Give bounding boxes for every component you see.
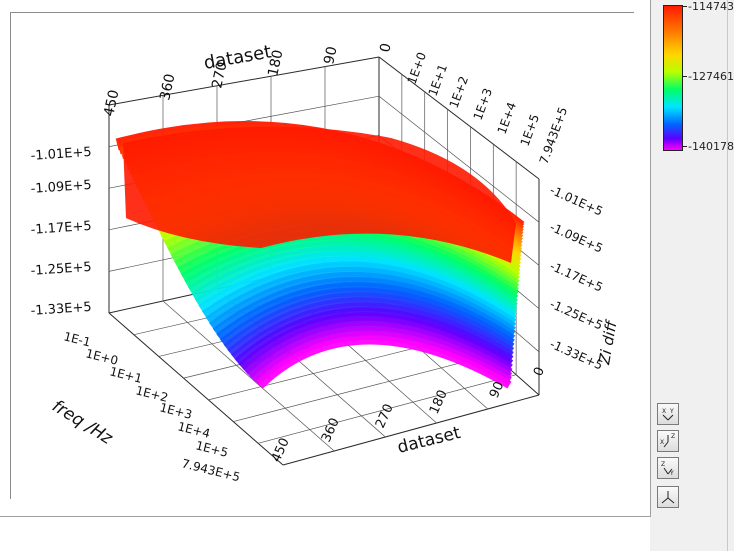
tick-dataset-top-0: 0 [377, 42, 395, 54]
tick-dataset-top-450: 450 [101, 88, 122, 117]
svg-text:X: X [662, 408, 666, 415]
surface-band [253, 331, 512, 386]
tick-freq-top-3: 1E+3 [471, 86, 495, 122]
tick-z-right-3: -1.25E+5 [548, 297, 605, 333]
colorbar-tick-mid [682, 76, 687, 77]
tick-dataset-top-360: 360 [157, 72, 178, 101]
colorbar-tick-top [682, 6, 687, 7]
tick-dataset-bottom-180: 180 [427, 388, 451, 417]
svg-text:Y: Y [669, 408, 674, 415]
panel-divider [0, 516, 650, 517]
box-edge [108, 56, 380, 106]
tick-freq-left-4: 1E+3 [158, 400, 193, 422]
surface-band [257, 336, 512, 389]
tick-freq-top-1: 1E+1 [426, 62, 450, 98]
floor-grid-line [258, 374, 517, 444]
rotate-xz-icon: XZ [660, 433, 675, 448]
surface-plot-data [115, 121, 525, 389]
axis-title-dataset-bottom: dataset [395, 423, 463, 458]
tick-dataset-top-270: 270 [209, 60, 230, 89]
tick-freq-top-5: 1E+5 [518, 112, 542, 148]
floor-grid-line [162, 300, 335, 452]
colorbar-label-min: -140178 [688, 140, 734, 153]
box-edge [282, 394, 540, 466]
surface-plot[interactable]: 450 360 270 180 90 0 dataset 1E+0 1E+1 1… [11, 13, 634, 499]
tick-freq-left-7: 7.943E+5 [180, 456, 241, 484]
tick-dataset-bottom-450: 450 [269, 436, 293, 465]
surface-top [123, 126, 516, 263]
tick-z-left-0: -1.01E+5 [30, 145, 92, 164]
tick-freq-top-6: 7.943E+5 [537, 105, 571, 166]
colorbar-label-mid: -127461 [688, 70, 734, 83]
grid-line [378, 95, 540, 223]
tick-z-right-1: -1.09E+5 [548, 220, 605, 256]
svg-text:Z: Z [661, 461, 665, 468]
side-panel-edge [727, 0, 728, 551]
tick-z-left-1: -1.09E+5 [30, 178, 92, 197]
tick-z-right-2: -1.17E+5 [548, 259, 605, 295]
tick-z-left-3: -1.25E+5 [30, 260, 92, 279]
colorbar-label-max: -114743 [688, 0, 734, 13]
svg-text:X: X [660, 439, 664, 446]
surface-band [249, 326, 513, 382]
box-edge [108, 312, 284, 466]
tick-freq-top-2: 1E+2 [447, 74, 471, 110]
reset-view-button[interactable] [657, 486, 679, 508]
box-edge [378, 56, 540, 180]
axis-title-freq: freq /Hz [48, 396, 116, 449]
side-panel-border [650, 0, 651, 517]
tick-freq-top-0: 1E+0 [405, 50, 429, 86]
tick-freq-top-4: 1E+4 [495, 100, 519, 136]
tick-freq-left-0: 1E-1 [62, 329, 92, 349]
plot-area[interactable]: 450 360 270 180 90 0 dataset 1E+0 1E+1 1… [10, 12, 634, 499]
svg-text:Y: Y [669, 470, 674, 477]
tick-dataset-bottom-270: 270 [373, 402, 397, 431]
tick-z-left-4: -1.33E+5 [30, 300, 92, 319]
colorbar-tick-bottom [682, 146, 687, 147]
colorbar [663, 5, 683, 151]
reset-view-icon [661, 491, 675, 504]
tick-dataset-bottom-360: 360 [319, 416, 343, 445]
tick-freq-left-5: 1E+4 [176, 419, 211, 441]
tick-freq-left-6: 1E+5 [194, 438, 229, 460]
axis-title-dataset-top: dataset [202, 41, 273, 73]
tick-z-right-0: -1.01E+5 [548, 183, 605, 219]
tick-dataset-top-90: 90 [321, 45, 340, 66]
svg-text:Z: Z [671, 433, 675, 440]
floor-grid-line [233, 354, 494, 422]
rotate-zy-icon: ZY [661, 461, 674, 477]
tick-dataset-bottom-90: 90 [487, 379, 507, 400]
tick-z-left-2: -1.17E+5 [30, 219, 92, 238]
tick-dataset-top-180: 180 [265, 48, 286, 77]
